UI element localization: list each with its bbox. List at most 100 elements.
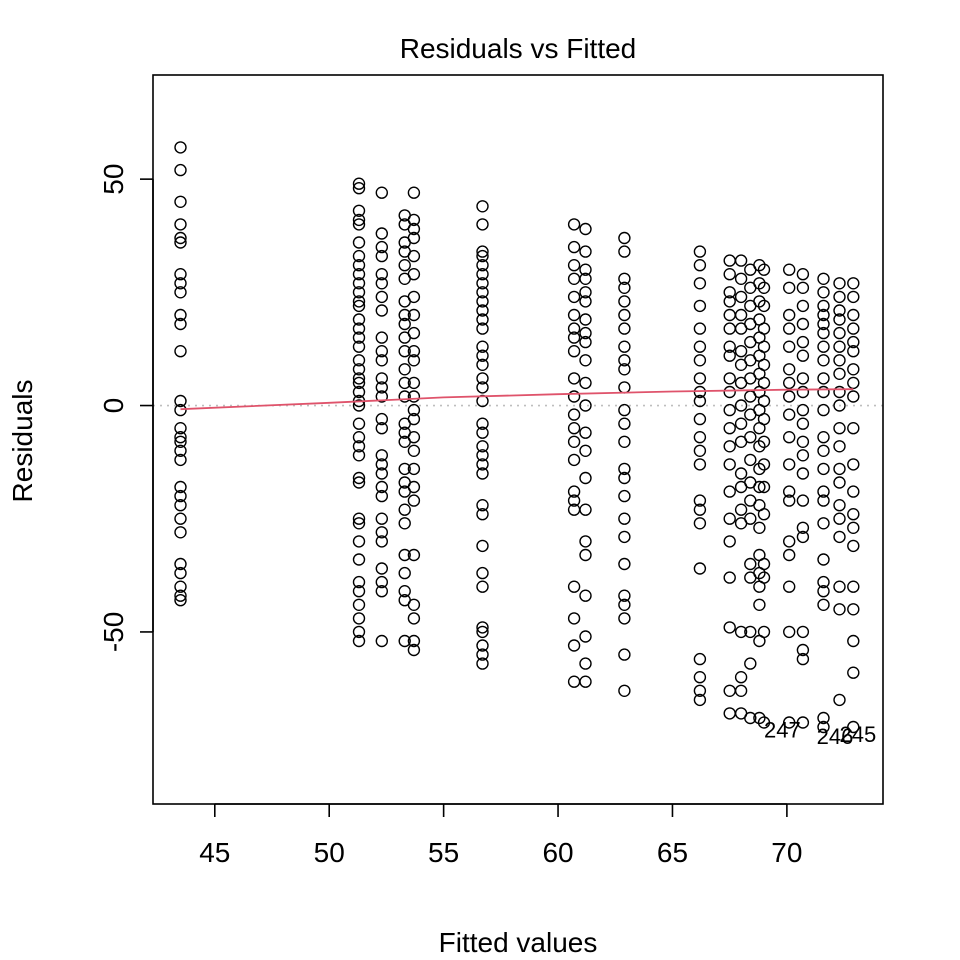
data-point (567, 639, 581, 652)
data-point (796, 317, 810, 331)
data-point (783, 716, 796, 729)
data-point (352, 363, 366, 376)
data-point (723, 286, 736, 299)
data-point (833, 326, 846, 340)
data-point (476, 648, 489, 661)
data-point (833, 693, 846, 707)
data-point (567, 308, 581, 322)
data-point (723, 422, 736, 435)
data-point (753, 521, 766, 534)
data-point (476, 508, 489, 521)
data-point (174, 286, 187, 299)
data-point (174, 512, 187, 525)
data-point (693, 245, 707, 258)
data-point (567, 390, 581, 403)
data-point (833, 580, 846, 593)
data-point (734, 467, 748, 480)
data-point (407, 598, 421, 611)
data-point (693, 458, 707, 471)
data-point (174, 141, 187, 154)
data-point (723, 308, 736, 322)
data-point (833, 290, 846, 304)
data-point (618, 281, 631, 294)
smooth-layer (180, 388, 854, 411)
data-point (847, 508, 860, 521)
data-point (757, 458, 771, 471)
data-point (352, 598, 366, 611)
data-point (618, 530, 631, 544)
data-point (476, 322, 489, 335)
data-point (407, 643, 421, 657)
data-point (783, 340, 796, 353)
data-point (567, 331, 581, 344)
data-point (796, 281, 810, 294)
data-point (757, 571, 771, 584)
plot-frame (152, 74, 884, 805)
data-point (352, 204, 366, 218)
data-point (618, 308, 631, 322)
data-point (476, 218, 489, 231)
data-point (352, 575, 366, 589)
point-label: 245 (840, 722, 877, 747)
data-point (398, 317, 411, 331)
data-point (734, 290, 748, 304)
x-tick-label: 50 (314, 837, 345, 868)
data-point (375, 575, 388, 589)
data-point (817, 286, 830, 299)
data-point (407, 231, 421, 245)
points-layer (174, 141, 860, 734)
data-point (476, 358, 489, 371)
data-point (753, 480, 766, 494)
data-point (796, 268, 810, 281)
y-tick-label: 50 (98, 164, 129, 195)
data-point (847, 458, 860, 471)
data-point (476, 440, 489, 453)
data-point (817, 711, 830, 725)
data-point (796, 435, 810, 448)
data-point (734, 503, 748, 516)
data-point (567, 494, 581, 507)
data-point (579, 471, 592, 485)
data-point (174, 589, 187, 602)
data-point (352, 535, 366, 548)
data-point (833, 340, 846, 353)
data-point (817, 372, 830, 385)
data-point (407, 444, 421, 457)
data-point (352, 218, 366, 231)
data-point (352, 553, 366, 566)
data-point (476, 340, 489, 353)
data-point (796, 530, 810, 544)
data-point (693, 684, 707, 697)
data-point (833, 399, 846, 412)
data-point (352, 286, 366, 299)
data-point (398, 548, 411, 562)
data-point (693, 322, 707, 335)
data-point (796, 349, 810, 362)
data-point (375, 634, 388, 648)
data-point (723, 340, 736, 353)
data-point (618, 648, 631, 661)
data-point (757, 716, 771, 729)
data-point (618, 512, 631, 525)
data-point (783, 625, 796, 639)
data-point (783, 263, 796, 276)
data-point (817, 585, 830, 598)
data-point (567, 322, 581, 335)
data-point (753, 295, 766, 308)
data-point (847, 335, 860, 349)
data-point (753, 277, 766, 290)
data-point (783, 548, 796, 562)
data-point (476, 313, 489, 326)
data-point (847, 666, 860, 679)
data-point (407, 612, 421, 625)
data-point (618, 489, 631, 503)
data-point (398, 585, 411, 598)
data-point (734, 308, 748, 322)
data-point (579, 535, 592, 548)
data-point (174, 526, 187, 539)
data-point (833, 603, 846, 616)
data-point (723, 295, 736, 308)
data-point (352, 322, 366, 335)
data-point (796, 521, 810, 534)
data-point (375, 449, 388, 462)
